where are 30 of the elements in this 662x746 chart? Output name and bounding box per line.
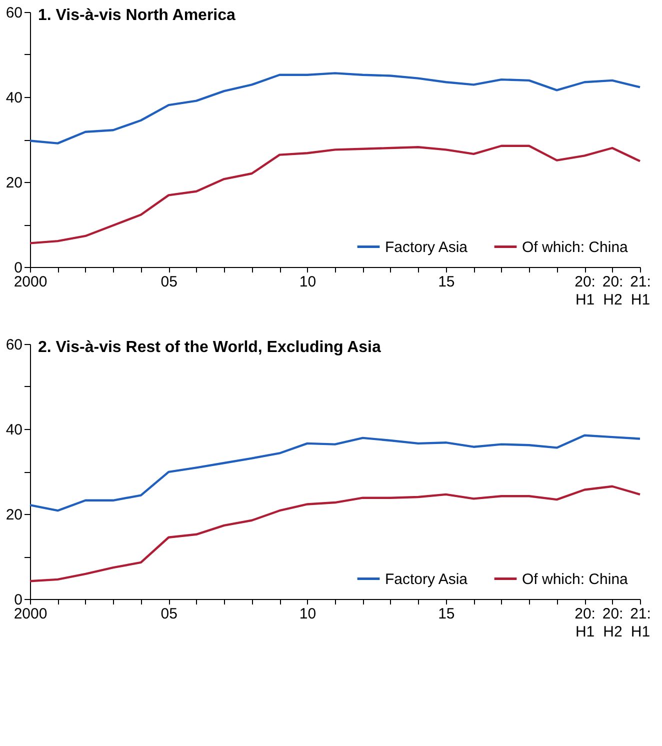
x-tick-label: 2000	[14, 274, 48, 290]
x-tick-label: 05	[160, 606, 178, 622]
legend-label: Factory Asia	[385, 238, 468, 256]
x-tick-label: 20: H2	[602, 606, 624, 640]
x-tick-label: 15	[438, 274, 455, 290]
y-tick-label: 0	[14, 260, 22, 276]
chart-title: 1. Vis-à-vis North America	[38, 7, 236, 24]
x-tick-label: 20: H1	[574, 606, 596, 640]
x-tick-label: 05	[160, 274, 178, 290]
y-tick-label: 60	[6, 336, 22, 354]
line-series	[28, 434, 642, 512]
x-tick-label: 21: H1	[630, 274, 651, 308]
x-tick-label: 2000	[14, 606, 48, 622]
x-tick-label: 15	[438, 606, 455, 622]
legend-label: Of which: China	[522, 570, 629, 588]
y-tick-label: 40	[6, 90, 22, 106]
y-tick-label: 60	[6, 4, 22, 22]
y-tick-label: 40	[6, 422, 22, 438]
x-tick-label: 20: H1	[574, 274, 596, 308]
y-tick-label: 0	[14, 592, 22, 608]
line-series	[28, 72, 642, 144]
chart-title: 2. Vis-à-vis Rest of the World, Excluding Asia	[38, 339, 381, 356]
x-tick-label: 10	[299, 274, 316, 290]
legend-label: Factory Asia	[385, 570, 468, 588]
x-tick-label: 10	[299, 606, 316, 622]
x-tick-label: 21: H1	[630, 606, 651, 640]
legend-label: Of which: China	[522, 238, 629, 256]
x-tick-label: 20: H2	[602, 274, 624, 308]
y-tick-label: 20	[6, 174, 22, 192]
y-tick-label: 20	[6, 506, 22, 524]
